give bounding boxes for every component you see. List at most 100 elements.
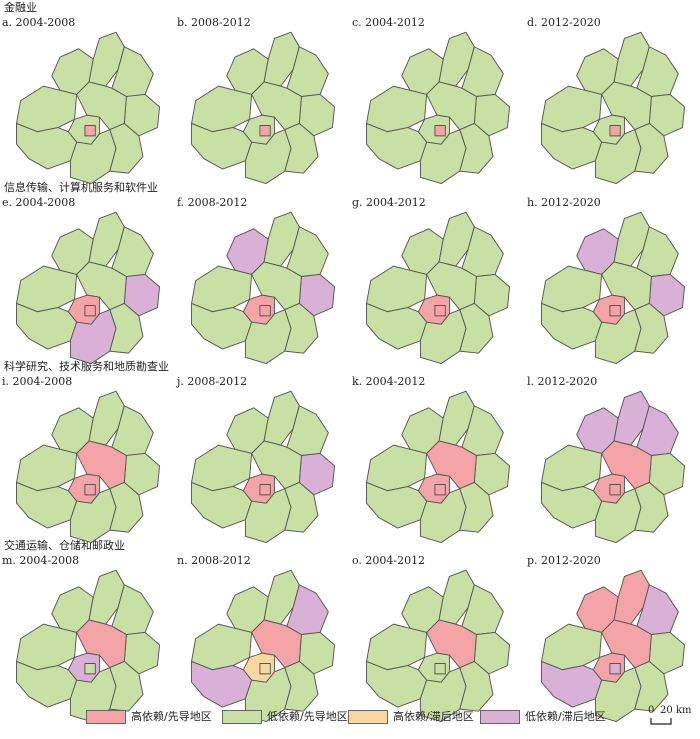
district-sw: [16, 481, 78, 529]
district-map: [366, 31, 511, 185]
legend-item-low-leading: 低依赖/先导地区: [222, 710, 348, 724]
legend-label-high-lagging: 高依赖/滞后地区: [393, 710, 474, 723]
legend-swatch-low-leading: [222, 710, 262, 724]
district-c: [67, 114, 100, 145]
map-panel: n. 2008-2012: [177, 554, 349, 732]
district-cc: [84, 125, 96, 137]
district-map: [16, 211, 161, 365]
district-se: [284, 302, 319, 354]
district-c: [417, 473, 450, 504]
panel-label: d. 2012-2020: [527, 16, 601, 29]
map-panel: c. 2004-2012: [352, 16, 524, 194]
district-cc: [84, 484, 96, 496]
district-c: [417, 652, 450, 683]
map-panel: p. 2012-2020: [527, 554, 699, 732]
district-w: [541, 85, 603, 133]
district-c: [242, 473, 275, 504]
district-sw: [541, 481, 603, 529]
district-c: [417, 114, 450, 145]
scale-zero-label: 0: [648, 705, 655, 716]
district-map: [191, 390, 336, 544]
district-se: [109, 122, 144, 174]
map-panel: b. 2008-2012: [177, 16, 349, 194]
legend-swatch-high-lagging: [348, 710, 388, 724]
district-w: [366, 85, 428, 133]
district-sw: [191, 660, 253, 708]
panel-label: b. 2008-2012: [177, 16, 251, 29]
district-sw: [16, 302, 78, 350]
district-sw: [541, 122, 603, 170]
panel-label: c. 2004-2012: [352, 16, 425, 29]
district-sw: [366, 660, 428, 708]
district-c: [242, 652, 275, 683]
map-panel: f. 2008-2012: [177, 196, 349, 374]
panel-label: f. 2008-2012: [177, 196, 248, 209]
district-map: [366, 211, 511, 365]
district-w: [541, 444, 603, 492]
panel-label: i. 2004-2008: [2, 375, 73, 388]
district-se: [634, 481, 669, 533]
panel-label: n. 2008-2012: [177, 554, 251, 567]
panel-label: a. 2004-2008: [2, 16, 76, 29]
district-sw: [191, 302, 253, 350]
section-title-it: 信息传输、计算机服务和软件业: [4, 181, 158, 194]
section-title-finance: 金融业: [4, 1, 37, 14]
section-title-science: 科学研究、技术服务和地质勘查业: [4, 360, 169, 373]
district-map: [541, 211, 686, 365]
district-w: [16, 444, 78, 492]
district-w: [16, 265, 78, 313]
district-se: [459, 122, 494, 174]
district-map: [191, 569, 336, 723]
legend-label-low-lagging: 低依赖/滞后地区: [525, 710, 606, 723]
district-map: [366, 390, 511, 544]
panel-label: l. 2012-2020: [527, 375, 598, 388]
legend-item-high-lagging: 高依赖/滞后地区: [348, 710, 474, 724]
district-cc: [434, 484, 446, 496]
district-se: [284, 122, 319, 174]
district-w: [191, 265, 253, 313]
district-se: [459, 660, 494, 712]
legend: 高依赖/先导地区 低依赖/先导地区 高依赖/滞后地区 低依赖/滞后地区: [0, 704, 700, 734]
map-panel: j. 2008-2012: [177, 375, 349, 553]
district-cc: [84, 663, 96, 675]
district-w: [16, 623, 78, 671]
district-w: [541, 265, 603, 313]
district-w: [191, 85, 253, 133]
district-w: [366, 444, 428, 492]
district-c: [67, 473, 100, 504]
map-panel: o. 2004-2012: [352, 554, 524, 732]
legend-swatch-high-leading: [86, 710, 126, 724]
district-se: [284, 660, 319, 712]
district-cc: [434, 305, 446, 317]
district-cc: [434, 663, 446, 675]
district-c: [67, 652, 100, 683]
district-sw: [541, 660, 603, 708]
district-c: [592, 473, 625, 504]
district-sw: [191, 481, 253, 529]
district-c: [592, 652, 625, 683]
district-w: [16, 85, 78, 133]
district-c: [67, 294, 100, 325]
district-map: [541, 390, 686, 544]
panel-label: g. 2004-2012: [352, 196, 426, 209]
district-c: [242, 294, 275, 325]
district-se: [109, 302, 144, 354]
district-sw: [191, 122, 253, 170]
district-map: [16, 569, 161, 723]
panel-label: h. 2012-2020: [527, 196, 601, 209]
district-map: [191, 211, 336, 365]
district-cc: [434, 125, 446, 137]
district-w: [366, 623, 428, 671]
legend-label-high-leading: 高依赖/先导地区: [131, 710, 212, 723]
district-map: [366, 569, 511, 723]
district-cc: [84, 305, 96, 317]
district-sw: [366, 302, 428, 350]
district-map: [541, 569, 686, 723]
district-se: [634, 660, 669, 712]
map-panel: i. 2004-2008: [2, 375, 174, 553]
map-panel: k. 2004-2012: [352, 375, 524, 553]
panel-label: p. 2012-2020: [527, 554, 601, 567]
district-se: [109, 481, 144, 533]
district-c: [592, 294, 625, 325]
district-cc: [259, 484, 271, 496]
